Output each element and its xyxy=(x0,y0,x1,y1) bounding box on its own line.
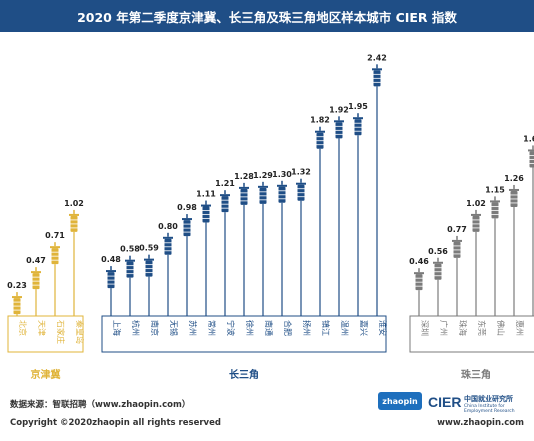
bar-flange xyxy=(220,194,230,197)
bar-flange xyxy=(509,188,519,191)
bar-flange xyxy=(471,213,481,216)
data-label: 1.30 xyxy=(272,170,292,179)
data-label: 1.11 xyxy=(196,190,216,199)
data-label: 1.21 xyxy=(215,179,235,188)
category-label: 北京 xyxy=(18,320,28,336)
bar-flange xyxy=(239,186,249,189)
bar-flange xyxy=(315,130,325,133)
bar-flange xyxy=(277,184,287,187)
bar-flange xyxy=(201,204,211,207)
category-label: 淮安 xyxy=(378,320,388,336)
data-label: 1.82 xyxy=(310,116,330,125)
group-box xyxy=(7,315,84,353)
category-label: 惠州 xyxy=(515,320,525,336)
category-label: 无锡 xyxy=(169,320,178,336)
zhaopin-logo: zhaopin xyxy=(378,392,422,410)
data-label: 0.80 xyxy=(158,222,178,231)
bar-flange xyxy=(182,218,192,221)
bar-flange xyxy=(50,246,60,249)
data-label: 1.26 xyxy=(504,174,524,183)
chart-title: 2020 年第二季度京津冀、长三角及珠三角地区样本城市 CIER 指数 xyxy=(0,0,534,32)
group-box xyxy=(409,315,534,353)
bar-flange xyxy=(163,236,173,239)
category-label: 镇江 xyxy=(321,320,331,336)
data-label: 1.02 xyxy=(466,199,486,208)
category-label: 佛山 xyxy=(496,320,506,336)
category-label: 常州 xyxy=(207,320,216,336)
category-label: 宁波 xyxy=(226,320,236,336)
bar-flange xyxy=(296,182,306,185)
bar-flange xyxy=(353,117,363,120)
group-label: 京津冀 xyxy=(31,368,61,381)
data-label: 0.71 xyxy=(45,231,65,240)
bar-flange xyxy=(258,185,268,188)
category-label: 秦皇岛 xyxy=(75,320,85,344)
category-label: 苏州 xyxy=(188,320,198,336)
category-label: 石家庄 xyxy=(56,320,66,344)
data-label: 0.48 xyxy=(101,255,121,264)
data-label: 1.95 xyxy=(348,102,368,111)
cier-logo-chinese: 中国就业研究所 xyxy=(464,395,513,403)
data-label: 0.59 xyxy=(139,244,159,253)
category-label: 嘉兴 xyxy=(359,320,369,336)
data-label: 0.46 xyxy=(409,257,429,266)
category-label: 合肥 xyxy=(283,320,293,336)
data-label: 1.02 xyxy=(64,199,84,208)
data-label: 1.32 xyxy=(291,168,311,177)
data-label: 0.56 xyxy=(428,247,448,256)
bar-flange xyxy=(334,120,344,123)
bar-flange xyxy=(490,200,500,203)
data-label: 0.77 xyxy=(447,225,467,234)
group-box xyxy=(101,315,387,353)
category-label: 天津 xyxy=(37,320,47,336)
group-label: 珠三角 xyxy=(461,368,491,381)
bar-flange xyxy=(106,270,116,273)
category-label: 徐州 xyxy=(245,320,255,336)
copyright-text: Copyright ©2020zhaopin all rights reserv… xyxy=(10,418,221,428)
category-label: 南京 xyxy=(150,320,160,336)
group-label: 长三角 xyxy=(229,368,259,381)
data-label: 2.42 xyxy=(367,53,387,62)
data-label: 0.58 xyxy=(120,245,140,254)
bar-flange xyxy=(433,261,443,264)
data-label: 1.64 xyxy=(523,134,534,143)
bar-flange xyxy=(31,271,41,274)
data-label: 1.28 xyxy=(234,172,254,181)
category-label: 杭州 xyxy=(131,320,141,336)
bar-flange xyxy=(12,296,22,299)
bar-flange xyxy=(452,239,462,242)
website-url: www.zhaopin.com xyxy=(437,418,524,428)
data-label: 1.29 xyxy=(253,171,273,180)
category-label: 扬州 xyxy=(302,320,312,336)
data-label: 1.15 xyxy=(485,185,505,194)
bar-flange xyxy=(414,272,424,275)
bar-flange xyxy=(125,259,135,262)
cier-logo: CIER xyxy=(428,394,462,410)
cier-logo-english: China Institute for Employment Research xyxy=(464,404,515,414)
category-label: 温州 xyxy=(340,320,349,336)
data-label: 0.47 xyxy=(26,256,46,265)
bar-flange xyxy=(69,213,79,216)
data-label: 1.92 xyxy=(329,105,349,114)
bar-flange xyxy=(528,149,534,152)
category-label: 深圳 xyxy=(420,320,430,336)
category-label: 珠海 xyxy=(458,320,468,336)
data-label: 0.98 xyxy=(177,203,197,212)
category-label: 广州 xyxy=(439,320,449,336)
bar-flange xyxy=(372,68,382,71)
category-label: 东莞 xyxy=(477,320,487,336)
data-source-note: 数据来源：智联招聘（www.zhaopin.com） xyxy=(10,400,191,410)
data-label: 0.23 xyxy=(7,281,27,290)
category-label: 上海 xyxy=(112,320,122,336)
bar-flange xyxy=(144,258,154,261)
category-label: 南通 xyxy=(264,320,274,336)
